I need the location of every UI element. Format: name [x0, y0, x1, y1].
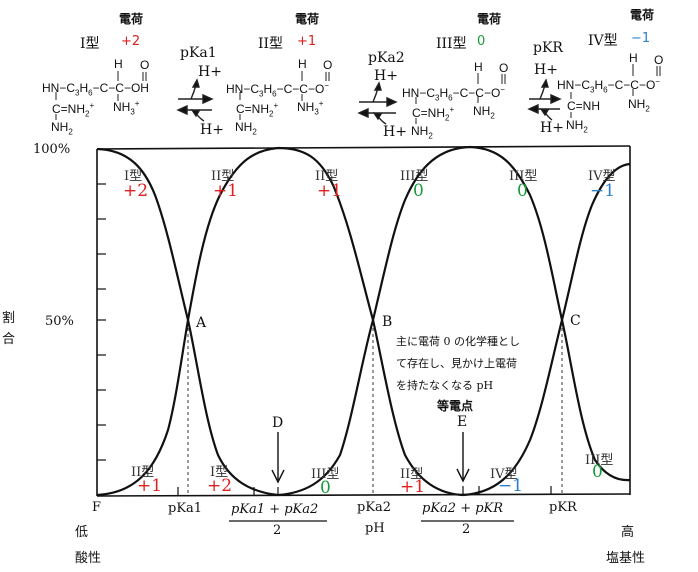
annotation-line-3: を持たなくなる pH	[396, 379, 494, 392]
type-label: II型	[258, 36, 284, 52]
atom-h: H	[298, 57, 307, 71]
charge-value: +1	[297, 34, 317, 49]
amino-bottom: NH2	[566, 118, 588, 135]
x-label-frac2-den: 2	[462, 522, 471, 537]
alpha-sub: NH3+	[297, 99, 324, 117]
high-label: 高	[621, 525, 635, 540]
backbone: HN−C3H6−C−C−O−	[226, 81, 329, 99]
backbone: HN−C3H6−C−C−O−	[557, 77, 660, 95]
h-plus-bottom: H+	[540, 120, 564, 136]
atom-o: O	[499, 61, 509, 75]
annotation-line-2: て存在し、見かけ上電荷	[396, 357, 517, 370]
x-axis-title-ph: pH	[365, 521, 385, 536]
type-label: I型	[80, 36, 100, 52]
alpha-sub: NH3+	[113, 99, 140, 117]
h-plus-bottom: H+	[383, 124, 407, 140]
amino-bottom: NH2	[411, 124, 433, 141]
charge-header: 電荷	[477, 12, 502, 26]
point-C: C	[570, 313, 581, 329]
atom-o: O	[323, 58, 333, 72]
atom-h: H	[629, 51, 638, 65]
h-plus-top: H+	[374, 68, 398, 84]
basic-label: 塩基性	[606, 551, 646, 566]
charge-header: 電荷	[295, 12, 320, 26]
h-plus-bottom: H+	[200, 122, 224, 138]
x-label-frac1-den: 2	[273, 523, 282, 538]
type-label: III型	[436, 36, 467, 52]
x-label-frac2-num: pKa2 + pKR	[422, 501, 504, 516]
type-label: IV型	[588, 33, 618, 49]
x-label-pka1: pKa1	[168, 501, 203, 516]
guanidino: C=NH2+	[236, 101, 279, 119]
acidic-label: 酸性	[75, 551, 102, 566]
guanidino: C=NH	[567, 99, 601, 113]
backbone: HN−C3H6−C−C−OH	[42, 81, 149, 98]
point-B: B	[382, 314, 393, 330]
atom-o: O	[654, 53, 664, 67]
pkr-eq-label: pKR	[533, 40, 563, 56]
charge-value: +2	[121, 34, 141, 49]
annotation-line-1: 主に電荷 0 の化学種とし	[396, 335, 520, 348]
atom-o: O	[140, 58, 150, 72]
isoelectric-point-label: 等電点	[437, 399, 474, 413]
point-E: E	[457, 414, 468, 430]
y-axis-label-1: 割	[2, 311, 16, 326]
guanidino: C=NH2+	[412, 105, 455, 123]
point-A: A	[196, 315, 207, 331]
x-label-pka2: pKa2	[357, 500, 392, 515]
pka1-eq-label: pKa1	[180, 45, 217, 61]
backbone: HN−C3H6−C−C−O−	[402, 85, 505, 103]
x-label-F: F	[92, 500, 102, 515]
point-D: D	[272, 415, 284, 431]
x-label-frac1-num: pKa1 + pKa2	[231, 502, 319, 517]
atom-h: H	[114, 57, 123, 71]
charge-value: 0	[477, 34, 486, 49]
y-tick-50: 50%	[45, 314, 74, 329]
alpha-sub: NH2	[473, 104, 495, 121]
h-plus-top: H+	[534, 62, 558, 78]
atom-h: H	[474, 60, 483, 74]
x-label-pkr: pKR	[549, 500, 577, 515]
low-label: 低	[75, 525, 89, 540]
y-tick-100: 100%	[33, 142, 71, 157]
alpha-sub: NH2	[628, 97, 650, 114]
pka2-eq-label: pKa2	[368, 50, 405, 66]
amino-bottom: NH2	[51, 120, 73, 137]
amino-bottom: NH2	[235, 120, 257, 137]
charge-value: −1	[631, 31, 651, 46]
h-plus-top: H+	[198, 64, 222, 80]
charge-header: 電荷	[630, 8, 655, 22]
y-axis-label-2: 合	[2, 332, 16, 347]
guanidino: C=NH2+	[52, 101, 95, 119]
charge-header: 電荷	[119, 12, 144, 26]
